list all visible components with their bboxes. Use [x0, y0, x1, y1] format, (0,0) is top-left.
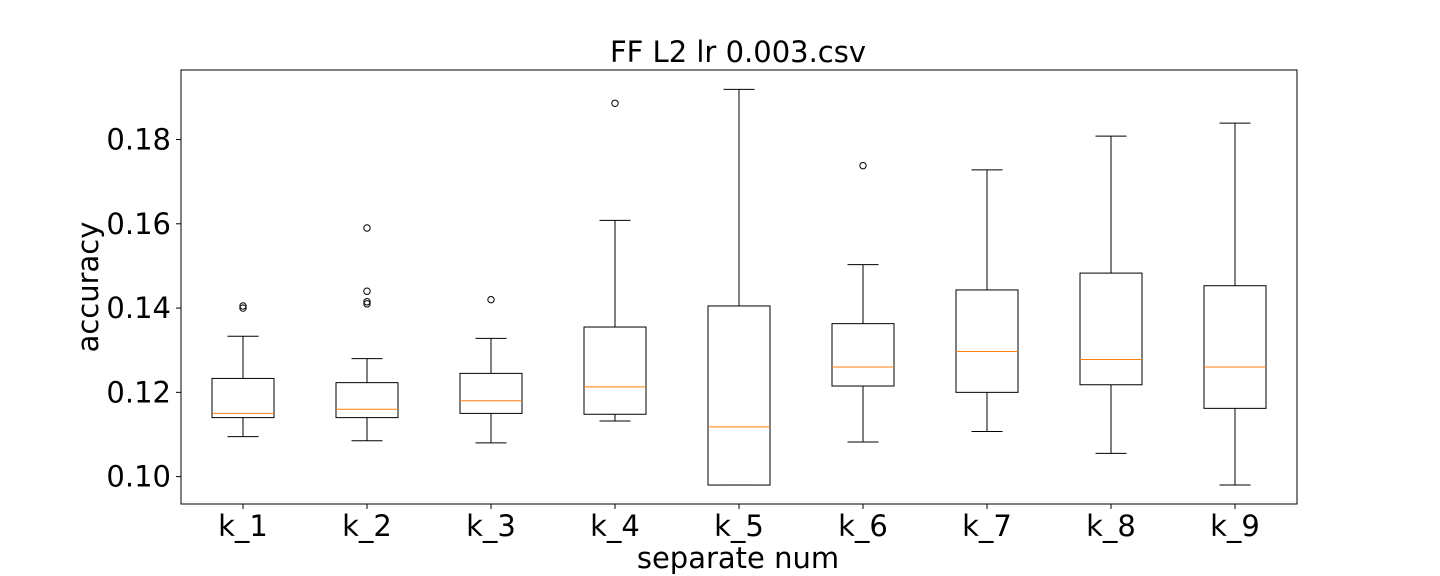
outlier-point: [239, 304, 247, 312]
x-tick-label: k_1: [218, 509, 268, 543]
y-tick-label: 0.18: [106, 123, 171, 157]
box-body: [831, 323, 895, 387]
x-tick-label: k_8: [1086, 509, 1136, 543]
outlier-point: [859, 161, 867, 170]
box-k_8: [1079, 135, 1143, 454]
plot-area: 0.10 0.12 0.14 0.16 0.18 k_1 k_2 k_3 k_4 k_5 k_6 k_…: [106, 69, 1298, 543]
outlier-point: [239, 302, 247, 310]
box-body: [583, 326, 647, 415]
box-body: [955, 289, 1019, 393]
box-k_5: [707, 88, 771, 486]
outlier-point: [363, 298, 371, 306]
x-tick-label: k_4: [590, 509, 640, 543]
box-body: [459, 372, 523, 414]
y-tick-label: 0.10: [106, 460, 171, 494]
outlier-point: [363, 287, 371, 295]
y-tick-label: 0.12: [106, 375, 171, 409]
y-tick-label: 0.14: [106, 291, 171, 325]
box-k_6: [831, 161, 895, 443]
y-axis-label: accuracy: [71, 222, 105, 353]
box-body: [1203, 285, 1267, 409]
outlier-point: [363, 224, 371, 232]
y-tick-label: 0.16: [106, 207, 171, 241]
box-k_9: [1203, 122, 1267, 486]
x-axis-label: separate num: [637, 541, 839, 575]
box-k_1: [211, 302, 275, 438]
x-tick-label: k_6: [838, 509, 888, 543]
box-k_2: [335, 224, 399, 442]
x-tick-label: k_2: [342, 509, 392, 543]
x-tick-label: k_9: [1210, 509, 1260, 543]
chart-title: FF L2 lr 0.003.csv: [610, 35, 866, 69]
box-k_4: [583, 99, 647, 422]
x-tick-label: k_3: [466, 509, 516, 543]
outlier-point: [363, 300, 371, 308]
box-k_3: [459, 295, 523, 444]
box-body: [211, 377, 275, 419]
box-k_7: [955, 169, 1019, 433]
outlier-point: [487, 295, 495, 304]
box-body: [335, 382, 399, 419]
x-tick-label: k_7: [962, 509, 1012, 543]
outlier-point: [611, 99, 619, 107]
box-body: [707, 305, 771, 486]
box-body: [1079, 272, 1143, 386]
x-tick-label: k_5: [714, 509, 764, 543]
